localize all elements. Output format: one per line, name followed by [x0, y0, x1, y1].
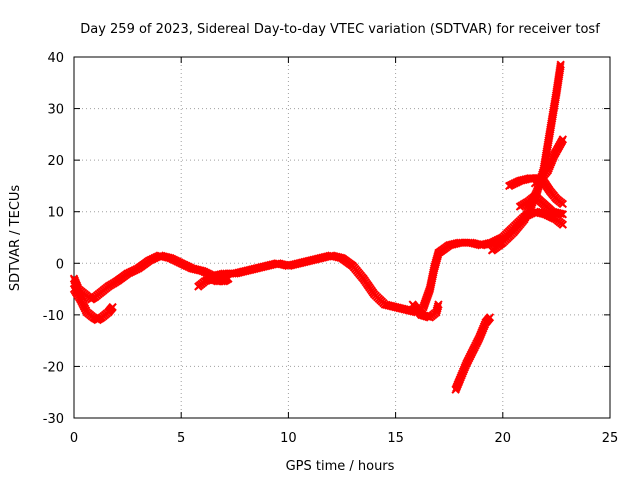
- y-tick-label: -20: [43, 360, 64, 375]
- y-tick-label: -30: [43, 412, 64, 427]
- series-early-branch: [69, 284, 117, 325]
- series-evening-branch: [408, 300, 443, 322]
- y-tick-label: 30: [47, 103, 64, 118]
- x-tick-label: 20: [495, 431, 512, 446]
- y-tick-label: 0: [56, 257, 64, 272]
- data-point: [556, 60, 565, 69]
- series-end-rise: [530, 135, 568, 188]
- x-axis-label: GPS time / hours: [286, 459, 395, 474]
- axis-ticks: 0 5 10 15 20 25 -30 -20 -10 0 10 20 30 40: [43, 51, 619, 446]
- grid: [74, 57, 610, 418]
- chart-title: Day 259 of 2023, Sidereal Day-to-day VTE…: [80, 22, 600, 37]
- x-tick-label: 10: [280, 431, 297, 446]
- x-tick-label: 5: [177, 431, 185, 446]
- y-tick-label: -10: [43, 309, 64, 324]
- data-point: [224, 274, 233, 283]
- series-rise-moderate: [515, 192, 568, 219]
- data-point: [558, 210, 568, 219]
- data-point: [558, 199, 568, 209]
- data-point: [556, 62, 565, 71]
- plot-frame: [73, 56, 611, 419]
- x-tick-label: 25: [602, 431, 619, 446]
- data-point: [108, 302, 117, 312]
- data-layer: [69, 60, 568, 394]
- series-detached-track: [451, 313, 495, 394]
- data-point: [485, 313, 495, 322]
- y-tick-label: 40: [47, 51, 64, 66]
- y-tick-label: 20: [47, 154, 64, 169]
- data-point: [558, 135, 568, 144]
- series-main-track: [69, 207, 568, 317]
- series-morning-branch: [194, 274, 233, 291]
- data-point: [434, 300, 443, 309]
- y-axis-label: SDTVAR / TECUs: [8, 185, 23, 292]
- x-tick-label: 15: [387, 431, 404, 446]
- data-point: [558, 220, 568, 229]
- x-tick-label: 0: [70, 431, 78, 446]
- y-tick-label: 10: [47, 206, 64, 221]
